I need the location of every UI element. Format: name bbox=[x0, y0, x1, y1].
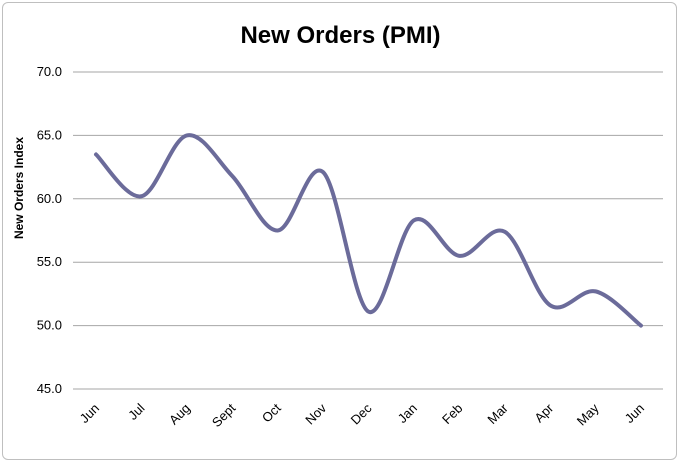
x-tick-label: Dec bbox=[348, 400, 375, 427]
x-tick-labels: Jun Jul Aug Sept Oct Nov Dec Jan Feb Mar Apr May Jun bbox=[77, 400, 647, 430]
x-tick-label: Jan bbox=[395, 401, 420, 426]
x-tick-label: Feb bbox=[439, 401, 465, 427]
y-tick-label: 65.0 bbox=[37, 127, 62, 142]
x-tick-label: Sept bbox=[209, 400, 239, 430]
x-tick-label: Jun bbox=[77, 401, 102, 426]
y-tick-label: 45.0 bbox=[37, 381, 62, 396]
grid-lines bbox=[73, 71, 663, 390]
x-tick-label: Nov bbox=[302, 400, 329, 427]
y-tick-labels: 45.0 50.0 55.0 60.0 65.0 70.0 bbox=[37, 64, 62, 396]
x-tick-label: Jul bbox=[125, 400, 147, 422]
y-tick-label: 70.0 bbox=[37, 64, 62, 79]
y-tick-label: 50.0 bbox=[37, 318, 62, 333]
chart-frame bbox=[2, 2, 677, 460]
series-line bbox=[94, 133, 643, 328]
data-points bbox=[94, 133, 643, 327]
y-tick-label: 55.0 bbox=[37, 254, 62, 269]
x-tick-label: Jun bbox=[622, 401, 647, 426]
x-tick-label: Aug bbox=[166, 401, 193, 428]
x-tick-label: Mar bbox=[484, 400, 511, 427]
y-tick-label: 60.0 bbox=[37, 191, 62, 206]
chart-title: New Orders (PMI) bbox=[240, 22, 441, 49]
x-tick-label: Oct bbox=[259, 400, 284, 425]
x-tick-label: Apr bbox=[531, 400, 556, 425]
x-tick-label: May bbox=[574, 400, 602, 428]
